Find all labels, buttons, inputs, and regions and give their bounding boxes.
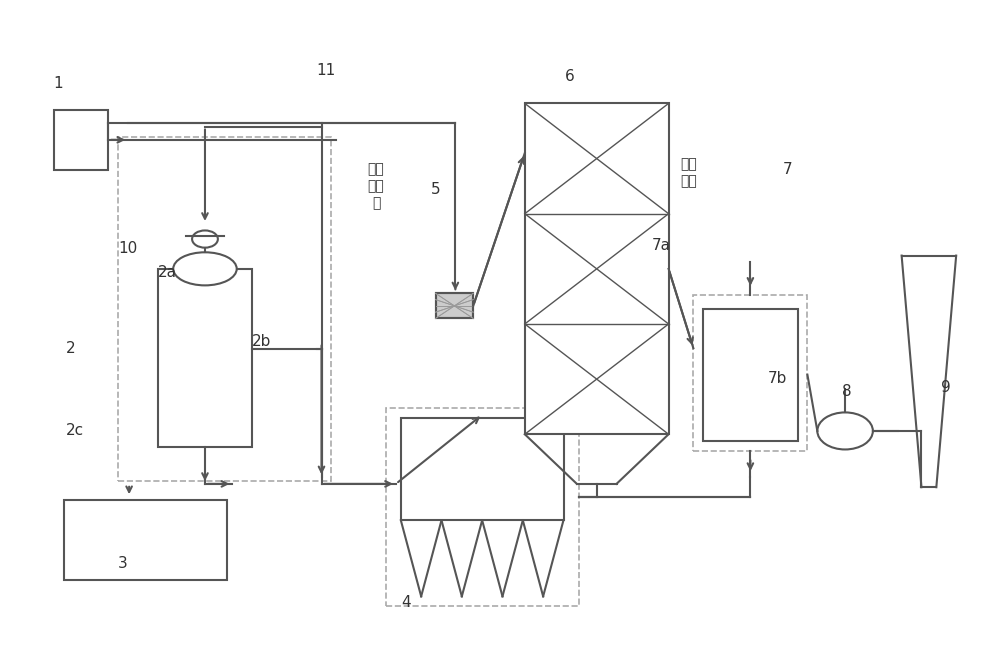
Bar xyxy=(386,408,579,606)
Text: 5: 5 xyxy=(431,182,440,197)
Bar xyxy=(401,417,564,521)
Text: 2b: 2b xyxy=(252,334,271,349)
Text: 2a: 2a xyxy=(158,265,177,279)
Text: 7b: 7b xyxy=(768,371,787,385)
Bar xyxy=(436,293,473,318)
Bar xyxy=(158,269,252,448)
Text: 4: 4 xyxy=(401,596,410,610)
Text: 9: 9 xyxy=(941,381,951,395)
Text: 10: 10 xyxy=(118,241,137,257)
Text: 11: 11 xyxy=(317,63,336,78)
Text: 氨空
混合
气: 氨空 混合 气 xyxy=(368,162,384,210)
Text: 7a: 7a xyxy=(652,238,671,253)
Text: 7: 7 xyxy=(783,162,792,177)
Text: 1: 1 xyxy=(54,76,63,91)
Bar xyxy=(703,308,798,441)
Bar xyxy=(64,500,227,580)
Text: 2: 2 xyxy=(66,341,75,356)
Bar xyxy=(54,110,108,170)
Text: 2c: 2c xyxy=(66,423,84,438)
Bar xyxy=(436,293,473,318)
Bar xyxy=(693,295,807,451)
Bar xyxy=(525,103,669,434)
Text: 3: 3 xyxy=(118,556,128,571)
Text: 6: 6 xyxy=(564,70,574,84)
Bar xyxy=(118,137,331,480)
Ellipse shape xyxy=(173,253,237,285)
Text: 8: 8 xyxy=(842,384,852,399)
Text: 锅炉
给水: 锅炉 给水 xyxy=(680,157,697,188)
